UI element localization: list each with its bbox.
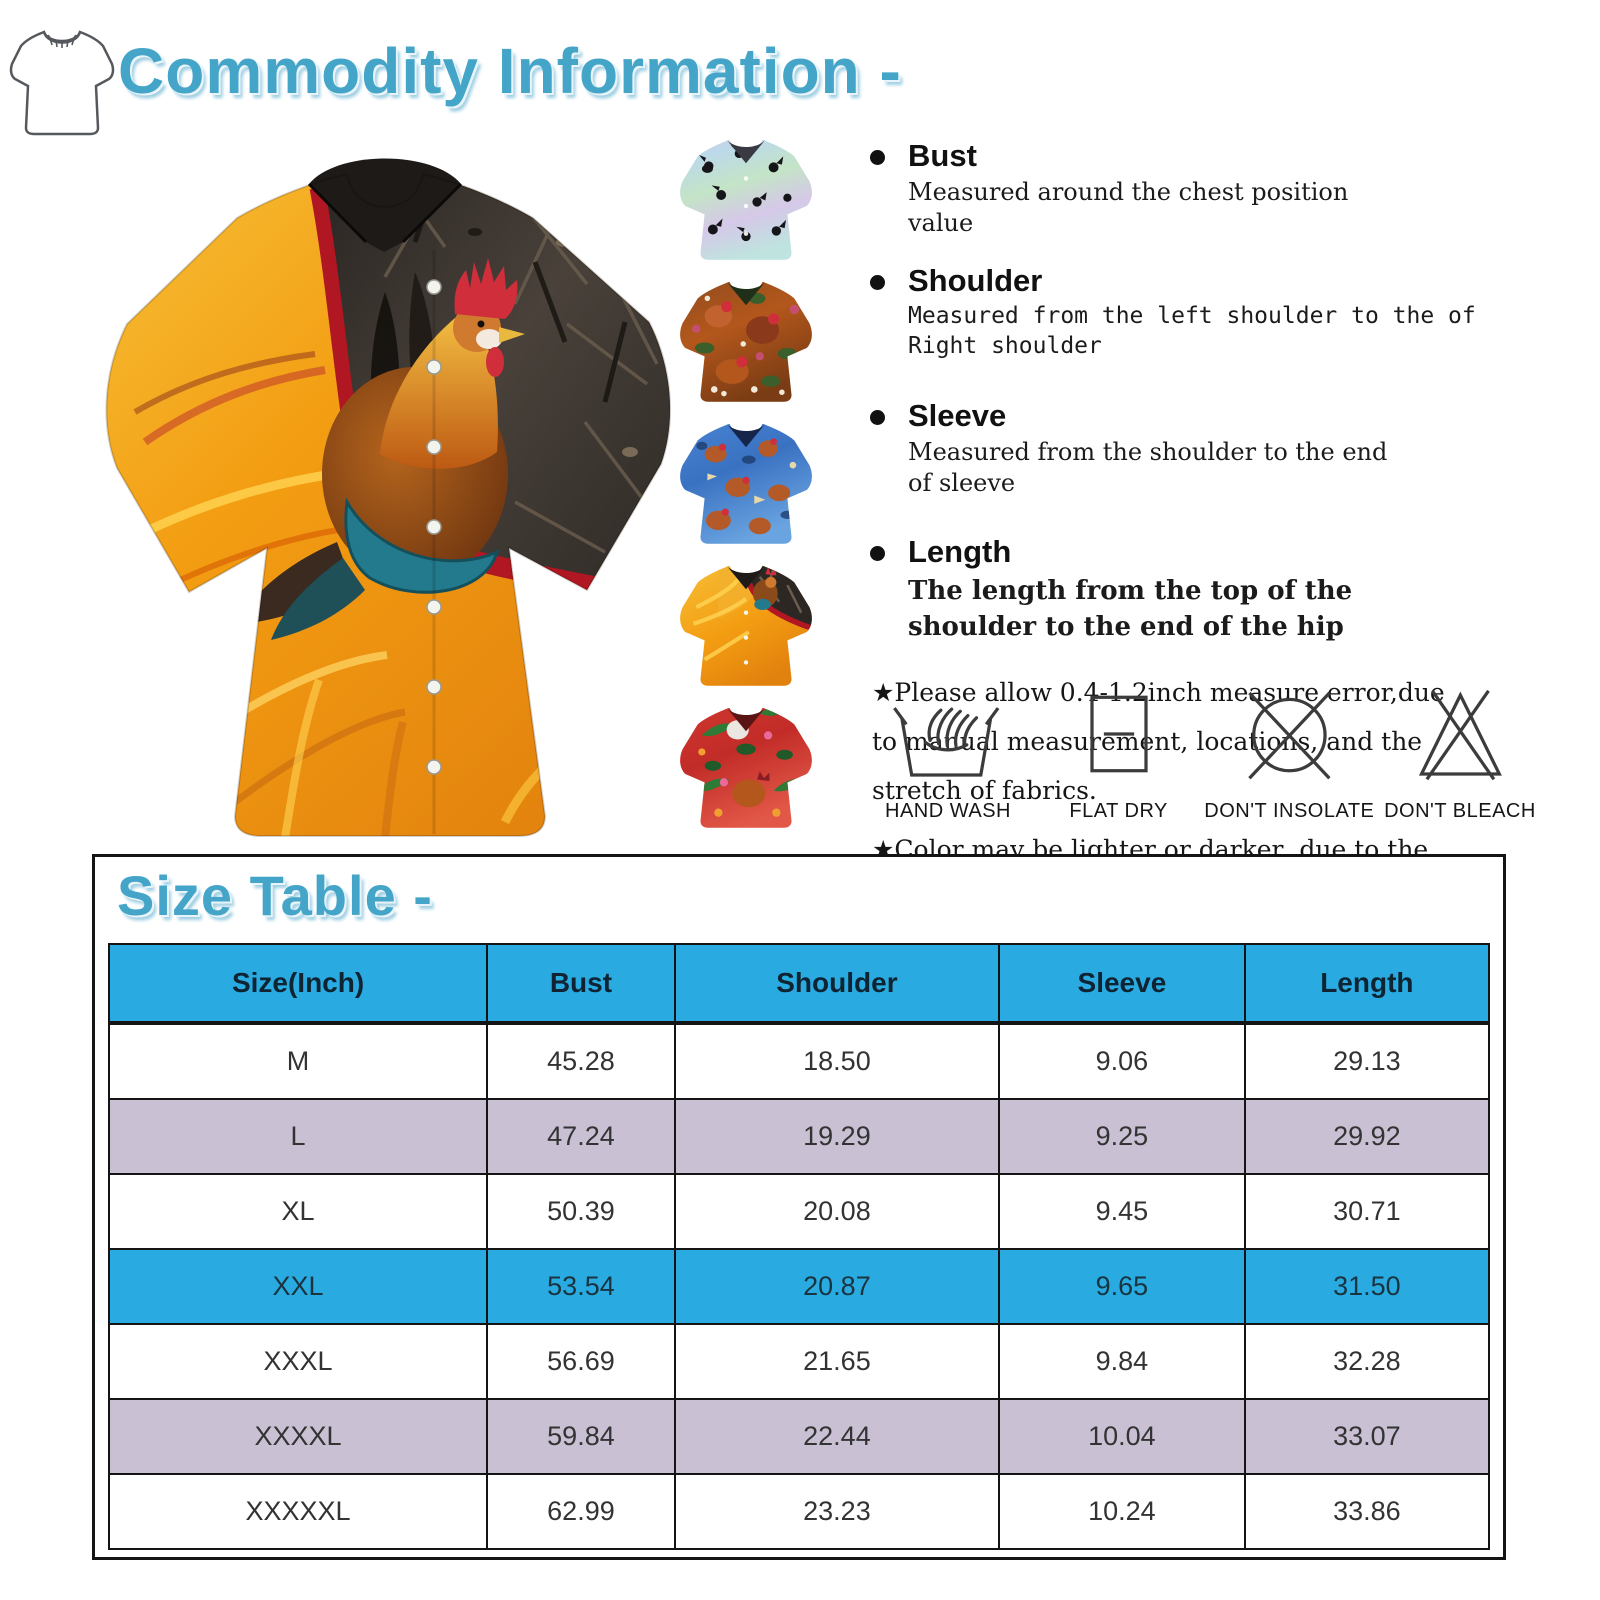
care-label: DON'T BLEACH	[1384, 800, 1536, 822]
sleeve-cell: 9.45	[998, 1173, 1246, 1250]
page-title: Commodity Information -	[118, 35, 902, 107]
detail-label: Shoulder	[908, 263, 1043, 299]
sleeve-cell: 9.65	[998, 1248, 1246, 1325]
size-cell: XL	[107, 1173, 489, 1250]
flat-dry-icon	[1090, 695, 1148, 773]
thumbnail-list	[672, 126, 820, 832]
table-row: M 45.28 18.50 9.06 29.13	[107, 1022, 1491, 1100]
bust-cell: 59.84	[486, 1398, 676, 1475]
shoulder-cell: 23.23	[673, 1473, 1001, 1550]
column-header-size: Size(Inch)	[107, 943, 489, 1025]
tshirt-icon	[8, 20, 116, 138]
length-cell: 29.13	[1243, 1022, 1491, 1100]
thumbnail-autumn-rooster-shirt[interactable]	[672, 268, 820, 406]
detail-item-length: Length The length from the top of the sh…	[862, 534, 1562, 646]
hand-wash-icon	[892, 707, 999, 777]
care-dont-insolate: DON'T INSOLATE	[1204, 680, 1374, 823]
table-row: XXXL 56.69 21.65 9.84 32.28	[107, 1323, 1491, 1400]
size-cell: XXL	[107, 1248, 489, 1325]
size-cell: XXXXL	[107, 1398, 489, 1475]
bust-cell: 62.99	[486, 1473, 676, 1550]
bullet-icon	[870, 275, 885, 291]
shoulder-cell: 21.65	[673, 1323, 1001, 1400]
bust-cell: 53.54	[486, 1248, 676, 1325]
table-row: L 47.24 19.29 9.25 29.92	[107, 1098, 1491, 1175]
column-header-bust: Bust	[486, 943, 676, 1025]
size-table-section: Size Table - Size(Inch) Bust Shoulder Sl…	[92, 854, 1506, 1560]
length-cell: 31.50	[1243, 1248, 1491, 1325]
size-cell: XXXL	[107, 1323, 489, 1400]
sleeve-cell: 9.84	[998, 1323, 1246, 1400]
table-row: XXXXXL 62.99 23.23 10.24 33.86	[107, 1473, 1491, 1550]
detail-desc: Measured around the chest position value	[908, 178, 1349, 238]
detail-desc: Measured from the shoulder to the end of…	[908, 438, 1388, 498]
shoulder-cell: 18.50	[673, 1022, 1001, 1100]
detail-label: Bust	[908, 138, 977, 173]
bullet-icon	[870, 150, 885, 165]
bust-cell: 50.39	[486, 1173, 676, 1250]
table-row: XXXXL 59.84 22.44 10.04 33.07	[107, 1398, 1491, 1475]
shoulder-cell: 22.44	[673, 1398, 1001, 1475]
main-product-image[interactable]	[85, 122, 680, 840]
sleeve-cell: 10.24	[998, 1473, 1246, 1550]
bust-cell: 56.69	[486, 1323, 676, 1400]
column-header-shoulder: Shoulder	[673, 943, 1001, 1025]
bullet-icon	[870, 410, 885, 426]
care-hand-wash: HAND WASH	[868, 680, 1028, 823]
sleeve-cell: 10.04	[998, 1398, 1246, 1475]
size-cell: XXXXXL	[107, 1473, 489, 1550]
dont-bleach-icon	[1418, 689, 1502, 781]
detail-desc: Measured from the left shoulder to the o…	[908, 303, 1476, 360]
table-header-row: Size(Inch) Bust Shoulder Sleeve Length	[107, 943, 1491, 1025]
length-cell: 30.71	[1243, 1173, 1491, 1250]
length-cell: 32.28	[1243, 1323, 1491, 1400]
care-label: DON'T INSOLATE	[1204, 800, 1375, 822]
sleeve-cell: 9.06	[998, 1022, 1246, 1100]
detail-desc: The length from the top of the shoulder …	[908, 575, 1353, 642]
shoulder-cell: 19.29	[673, 1098, 1001, 1175]
care-flat-dry: FLAT DRY	[1039, 680, 1199, 823]
length-cell: 33.07	[1243, 1398, 1491, 1475]
thumbnail-red-tropical-rooster-shirt[interactable]	[672, 694, 820, 832]
bust-cell: 45.28	[486, 1022, 676, 1100]
detail-item-shoulder: Shoulder Measured from the left shoulder…	[862, 263, 1562, 362]
size-cell: L	[107, 1098, 489, 1175]
detail-item-sleeve: Sleeve Measured from the shoulder to the…	[862, 398, 1562, 499]
size-table: Size(Inch) Bust Shoulder Sleeve Length M…	[107, 943, 1491, 1550]
shoulder-cell: 20.08	[673, 1173, 1001, 1250]
care-icons-row: HAND WASH FLAT DRY DON'T INSOLATE DON'	[868, 680, 1540, 823]
column-header-sleeve: Sleeve	[998, 943, 1246, 1025]
thumbnail-blue-rooster-shirt[interactable]	[672, 410, 820, 548]
size-table-title: Size Table -	[117, 864, 433, 927]
shoulder-cell: 20.87	[673, 1248, 1001, 1325]
column-header-length: Length	[1243, 943, 1491, 1025]
bust-cell: 47.24	[486, 1098, 676, 1175]
detail-item-bust: Bust Measured around the chest position …	[862, 138, 1562, 239]
sleeve-cell: 9.25	[998, 1098, 1246, 1175]
detail-label: Sleeve	[908, 398, 1007, 434]
size-cell: M	[107, 1022, 489, 1100]
detail-label: Length	[908, 533, 1012, 569]
table-row: XXL 53.54 20.87 9.65 31.50	[107, 1248, 1491, 1325]
care-label: HAND WASH	[885, 800, 1011, 822]
bullet-icon	[870, 545, 885, 561]
length-cell: 29.92	[1243, 1098, 1491, 1175]
thumbnail-pastel-chicken-shirt[interactable]	[672, 126, 820, 264]
care-dont-bleach: DON'T BLEACH	[1380, 680, 1540, 823]
length-cell: 33.86	[1243, 1473, 1491, 1550]
care-label: FLAT DRY	[1069, 800, 1168, 822]
dont-insolate-icon	[1248, 691, 1331, 780]
thumbnail-orange-rooster-camo-shirt[interactable]	[672, 552, 820, 690]
table-row: XL 50.39 20.08 9.45 30.71	[107, 1173, 1491, 1250]
